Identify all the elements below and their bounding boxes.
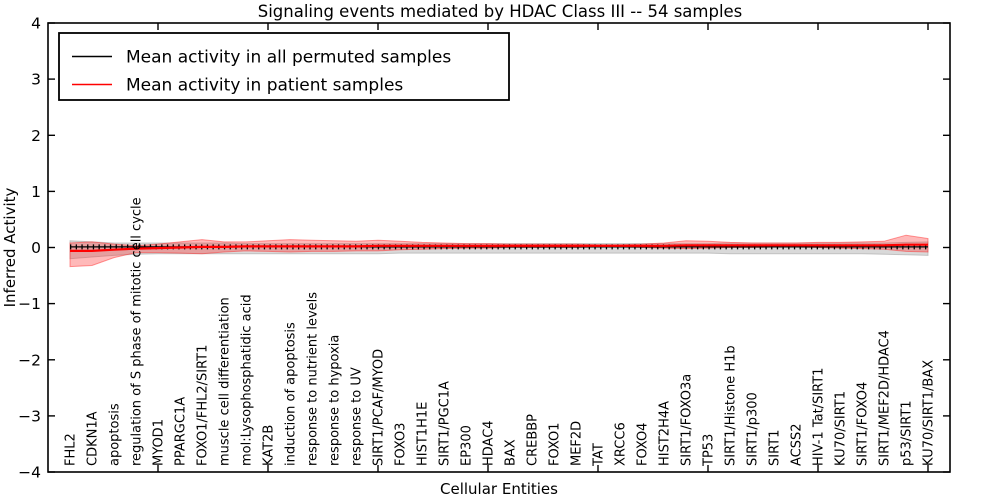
x-category-label: HDAC4	[482, 420, 497, 466]
x-category-label: XRCC6	[614, 422, 629, 466]
x-category-label: ACSS2	[790, 423, 805, 466]
x-category-label: KU70/SIRT1/BAX	[922, 360, 937, 466]
y-tick-label: 1	[31, 183, 41, 201]
y-tick-label: −2	[18, 351, 41, 369]
x-category-label: PPARGC1A	[174, 397, 189, 466]
plot-area: −4 −3 −2 −1 0 1 2 3 4 FHL2 CDKN1A apoptosis regulati…	[18, 15, 951, 482]
legend: Mean activity in all permuted samples Me…	[58, 32, 510, 101]
x-category-label: p53/SIRT1	[900, 400, 915, 466]
x-category-label: FOXO3	[394, 423, 409, 466]
x-category-label: SIRT1/PCAF/MYOD	[372, 349, 387, 466]
x-category-label: SIRT1/MEF2D/HDAC4	[878, 330, 893, 466]
x-category-label: FHL2	[64, 433, 79, 466]
x-category-label: MEF2D	[570, 421, 585, 466]
x-category-label: apoptosis	[108, 403, 123, 466]
x-category-label: KU70/SIRT1	[834, 391, 849, 466]
x-category-label: CREBBP	[526, 414, 541, 466]
x-category-label: FOXO4	[636, 423, 651, 466]
x-category-label: HIV-1 Tat/SIRT1	[812, 368, 827, 466]
x-category-label: response to nutrient levels	[306, 292, 321, 466]
x-category-label: mol:Lysophosphatidic acid	[240, 294, 255, 466]
x-category-label: TAT	[592, 443, 607, 467]
x-category-label: CDKN1A	[86, 411, 101, 466]
x-category-label: TP53	[702, 434, 717, 467]
x-category-label: response to hypoxia	[328, 335, 343, 466]
y-tick-label: 0	[31, 239, 41, 257]
x-category-label: HIST2H4A	[658, 401, 673, 466]
legend-label-permuted: Mean activity in all permuted samples	[126, 48, 451, 68]
x-category-label: HIST1H1E	[416, 402, 431, 466]
x-category-label: FOXO1	[548, 423, 563, 466]
legend-box	[58, 32, 510, 101]
x-category-label: EP300	[460, 425, 475, 466]
x-category-label: SIRT1/PGC1A	[438, 381, 453, 466]
y-tick-label: 3	[31, 71, 41, 89]
x-category-label: regulation of S phase of mitotic cell cy…	[130, 197, 145, 466]
x-category-label: FOXO1/FHL2/SIRT1	[196, 345, 211, 466]
x-axis-label: Cellular Entities	[440, 480, 558, 498]
x-category-label: BAX	[504, 439, 519, 466]
y-tick-label: −1	[18, 295, 41, 313]
y-tick-label: 4	[31, 15, 41, 33]
legend-label-patient: Mean activity in patient samples	[126, 76, 403, 96]
x-category-label: SIRT1/p300	[746, 392, 761, 466]
y-axis-label: Inferred Activity	[1, 187, 19, 307]
patient-mean-line	[70, 243, 928, 252]
x-category-label: SIRT1	[768, 430, 783, 466]
x-category-label: SIRT1/Histone H1b	[724, 345, 739, 466]
x-category-label: response to UV	[350, 367, 365, 466]
x-category-label: SIRT1/FOXO4	[856, 382, 871, 466]
chart-title: Signaling events mediated by HDAC Class …	[258, 2, 743, 21]
y-tick-label: 2	[31, 127, 41, 145]
x-category-label: induction of apoptosis	[284, 322, 299, 466]
x-category-label: SIRT1/FOXO3a	[680, 374, 695, 466]
patient-std-band	[69, 234, 929, 268]
x-category-label: KAT2B	[262, 425, 277, 466]
x-category-label: muscle cell differentiation	[218, 297, 233, 466]
x-category-label: MYOD1	[152, 419, 167, 466]
y-tick-label: −4	[18, 464, 41, 482]
y-tick-label: −3	[18, 407, 41, 425]
